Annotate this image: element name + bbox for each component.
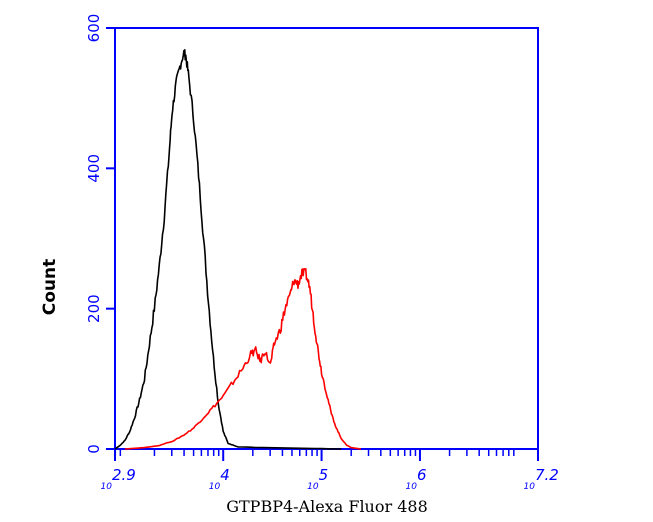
x-tick-base: 10 xyxy=(101,482,113,492)
y-axis: 0 200 400 600 xyxy=(85,14,115,454)
y-tick-label: 0 xyxy=(85,444,103,454)
y-tick-label: 600 xyxy=(85,14,103,43)
y-tick-label: 200 xyxy=(85,294,103,323)
series-line xyxy=(114,49,342,450)
x-axis-label: GTPBP4-Alexa Fluor 488 xyxy=(226,497,428,516)
y-tick-label: 400 xyxy=(85,154,103,183)
x-tick-label: 4 xyxy=(220,466,230,484)
x-tick-base: 10 xyxy=(406,482,418,492)
x-tick-label: 7.2 xyxy=(535,466,559,484)
x-tick-label: 5 xyxy=(319,466,329,484)
x-tick-base: 10 xyxy=(209,482,221,492)
y-axis-label: Count xyxy=(40,259,60,316)
series-line xyxy=(124,268,361,450)
x-tick-base: 10 xyxy=(524,482,536,492)
x-tick-label: 2.9 xyxy=(112,466,136,484)
plot-frame xyxy=(114,27,539,450)
x-tick-base: 10 xyxy=(307,482,319,492)
x-tick-label: 6 xyxy=(417,466,427,484)
series-layer xyxy=(114,49,361,450)
